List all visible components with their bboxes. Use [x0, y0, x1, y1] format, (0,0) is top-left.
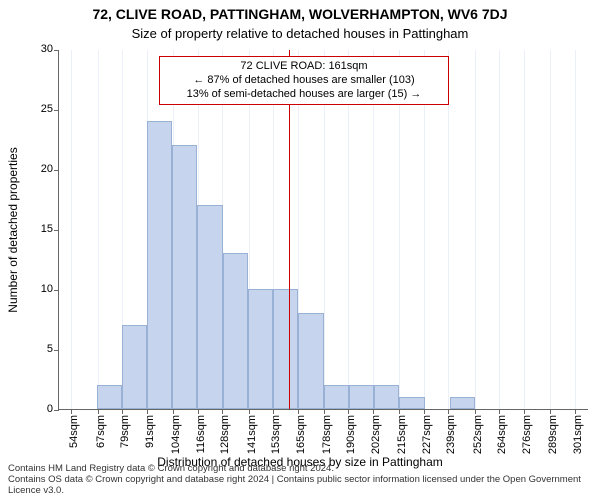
histogram-bar — [248, 289, 273, 409]
histogram-bar — [122, 325, 147, 409]
histogram-bar — [298, 313, 323, 409]
y-tick-mark — [54, 410, 59, 411]
x-tick-mark — [71, 409, 72, 414]
gridline — [71, 50, 72, 409]
chart-subtitle: Size of property relative to detached ho… — [0, 26, 600, 41]
histogram-bar — [223, 253, 248, 409]
x-tick-label: 215sqm — [396, 415, 408, 454]
x-tick-label: 104sqm — [170, 415, 182, 454]
histogram-bar — [324, 385, 349, 409]
x-tick-mark — [575, 409, 576, 414]
x-tick-label: 264sqm — [496, 415, 508, 454]
histogram-bar — [450, 397, 475, 409]
x-tick-mark — [198, 409, 199, 414]
y-tick-label: 30 — [41, 43, 53, 55]
histogram-bar — [273, 289, 298, 409]
x-tick-label: 91sqm — [144, 415, 156, 448]
x-tick-mark — [399, 409, 400, 414]
x-tick-mark — [147, 409, 148, 414]
gridline — [499, 50, 500, 409]
x-tick-mark — [499, 409, 500, 414]
x-tick-mark — [98, 409, 99, 414]
x-tick-label: 289sqm — [547, 415, 559, 454]
histogram-bar — [97, 385, 122, 409]
annotation-line-3: 13% of semi-detached houses are larger (… — [166, 88, 442, 102]
histogram-bar — [374, 385, 399, 409]
y-axis-label: Number of detached properties — [6, 147, 20, 312]
x-tick-label: 301sqm — [572, 415, 584, 454]
x-tick-label: 202sqm — [370, 415, 382, 454]
histogram-bar — [349, 385, 374, 409]
x-tick-mark — [298, 409, 299, 414]
histogram-bar — [197, 205, 222, 409]
x-tick-mark — [249, 409, 250, 414]
y-tick-mark — [54, 230, 59, 231]
y-tick-mark — [54, 110, 59, 111]
annotation-box: 72 CLIVE ROAD: 161sqm ← 87% of detached … — [159, 56, 449, 105]
x-tick-label: 252sqm — [472, 415, 484, 454]
x-tick-label: 227sqm — [421, 415, 433, 454]
x-tick-label: 239sqm — [445, 415, 457, 454]
histogram-bar — [147, 121, 172, 409]
x-tick-mark — [173, 409, 174, 414]
y-tick-label: 20 — [41, 163, 53, 175]
x-tick-label: 178sqm — [321, 415, 333, 454]
x-tick-label: 190sqm — [345, 415, 357, 454]
x-tick-label: 79sqm — [119, 415, 131, 448]
x-tick-mark — [524, 409, 525, 414]
x-tick-mark — [324, 409, 325, 414]
x-tick-mark — [424, 409, 425, 414]
x-tick-label: 67sqm — [95, 415, 107, 448]
plot-area: 05101520253054sqm67sqm79sqm91sqm104sqm11… — [58, 50, 588, 410]
x-tick-mark — [373, 409, 374, 414]
annotation-line-2: ← 87% of detached houses are smaller (10… — [166, 74, 442, 88]
x-tick-label: 141sqm — [246, 415, 258, 454]
y-tick-mark — [54, 290, 59, 291]
histogram-bar — [172, 145, 197, 409]
gridline — [575, 50, 576, 409]
x-tick-mark — [122, 409, 123, 414]
x-tick-label: 54sqm — [68, 415, 80, 448]
x-tick-mark — [475, 409, 476, 414]
y-tick-label: 0 — [47, 403, 53, 415]
x-tick-label: 116sqm — [195, 415, 207, 453]
y-tick-label: 10 — [41, 283, 53, 295]
x-tick-label: 165sqm — [295, 415, 307, 454]
x-tick-mark — [222, 409, 223, 414]
chart-title: 72, CLIVE ROAD, PATTINGHAM, WOLVERHAMPTO… — [0, 6, 600, 22]
y-tick-label: 5 — [47, 343, 53, 355]
gridline — [550, 50, 551, 409]
x-tick-mark — [348, 409, 349, 414]
chart-container: { "title": "72, CLIVE ROAD, PATTINGHAM, … — [0, 0, 600, 500]
x-tick-label: 276sqm — [521, 415, 533, 454]
y-tick-mark — [54, 50, 59, 51]
y-tick-label: 15 — [41, 223, 53, 235]
x-tick-label: 128sqm — [219, 415, 231, 454]
x-tick-label: 153sqm — [270, 415, 282, 454]
gridline — [98, 50, 99, 409]
x-tick-mark — [273, 409, 274, 414]
y-tick-mark — [54, 350, 59, 351]
x-tick-mark — [550, 409, 551, 414]
x-tick-mark — [448, 409, 449, 414]
y-tick-label: 25 — [41, 103, 53, 115]
gridline — [524, 50, 525, 409]
credits-line-2: Contains OS data © Crown copyright and d… — [8, 475, 592, 497]
credits: Contains HM Land Registry data © Crown c… — [8, 464, 592, 497]
y-tick-mark — [54, 170, 59, 171]
histogram-bar — [399, 397, 424, 409]
annotation-line-1: 72 CLIVE ROAD: 161sqm — [166, 60, 442, 74]
gridline — [475, 50, 476, 409]
